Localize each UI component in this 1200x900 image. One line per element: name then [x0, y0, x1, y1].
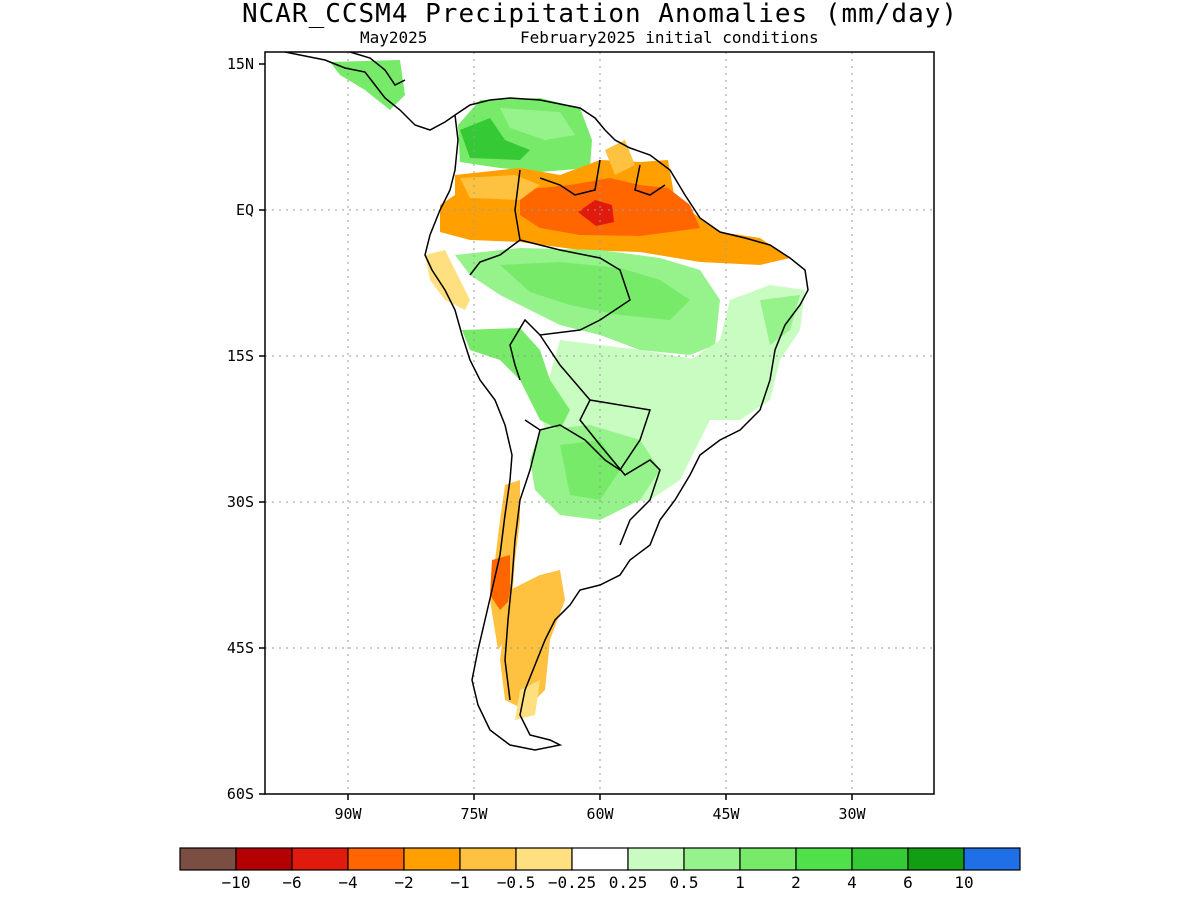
- south-america-coast: [424, 97, 809, 751]
- colorbar-label: −6: [282, 873, 301, 892]
- colorbar-label: −0.25: [548, 873, 596, 892]
- map-title: NCAR_CCSM4 Precipitation Anomalies (mm/d…: [241, 0, 959, 29]
- lat-label: EQ: [236, 201, 254, 219]
- anomaly-peru-bolivia: [462, 328, 570, 430]
- national-borders: [469, 159, 666, 701]
- colorbar-swatch: [515, 847, 573, 871]
- colorbar-label: −10: [222, 873, 251, 892]
- colorbar-label: 0.25: [609, 873, 648, 892]
- colorbar-swatch: [795, 847, 853, 871]
- anomaly-central-america: [330, 60, 405, 110]
- colorbar-swatch: [683, 847, 741, 871]
- lon-label: 90W: [334, 805, 362, 823]
- colorbar-label: 4: [847, 873, 857, 892]
- lat-label: 60S: [227, 785, 254, 803]
- colorbar-swatch: [459, 847, 517, 871]
- anomaly-north-colombia-core: [460, 118, 530, 160]
- colorbar-swatch: [403, 847, 461, 871]
- colorbar-swatch: [571, 847, 629, 871]
- colorbar-swatch: [963, 847, 1021, 871]
- colorbar-swatch: [347, 847, 405, 871]
- anomaly-north-amazon-core: [578, 200, 614, 226]
- gridlines: [265, 52, 934, 794]
- colorbar-label: −1: [450, 873, 469, 892]
- lat-label: 15S: [227, 347, 254, 365]
- lon-label: 60W: [586, 805, 614, 823]
- latitude-labels: 15N EQ 15S 30S 45S 60S: [227, 55, 254, 803]
- central-america-coast: [284, 52, 456, 131]
- colorbar-label: 1: [735, 873, 745, 892]
- colorbar-label: 10: [954, 873, 973, 892]
- colorbar-label: −2: [394, 873, 413, 892]
- axis-ticks: [259, 63, 853, 800]
- colorbar-labels: −10 −6 −4 −2 −1 −0.5 −0.25 0.25 0.5 1 2 4 6 10: [222, 873, 974, 892]
- colorbar-label: 6: [903, 873, 913, 892]
- longitude-labels: 90W 75W 60W 45W 30W: [334, 805, 866, 823]
- lat-label: 45S: [227, 639, 254, 657]
- colorbar-label: 0.5: [670, 873, 699, 892]
- lat-label: 15N: [227, 55, 254, 73]
- lon-label: 45W: [712, 805, 740, 823]
- colorbar-swatch: [235, 847, 293, 871]
- coastlines: [284, 52, 809, 751]
- colorbar-swatch: [851, 847, 909, 871]
- colorbar-swatch: [627, 847, 685, 871]
- anomaly-patagonia-dry: [500, 570, 565, 710]
- colorbar-swatch: [739, 847, 797, 871]
- anomaly-field: [330, 60, 805, 720]
- valid-month-label: May2025: [360, 28, 428, 47]
- lon-label: 75W: [460, 805, 488, 823]
- colorbar-swatch: [907, 847, 965, 871]
- colorbar-label: 2: [791, 873, 801, 892]
- init-conditions-label: February2025 initial conditions: [520, 28, 819, 47]
- colorbar-label: −0.5: [497, 873, 536, 892]
- lat-label: 30S: [227, 493, 254, 511]
- anomaly-central-chile: [490, 555, 510, 610]
- colorbar-swatch: [291, 847, 349, 871]
- colorbar-swatch: [179, 847, 237, 871]
- colorbar: [179, 847, 1021, 871]
- colorbar-label: −4: [338, 873, 357, 892]
- lon-label: 30W: [838, 805, 866, 823]
